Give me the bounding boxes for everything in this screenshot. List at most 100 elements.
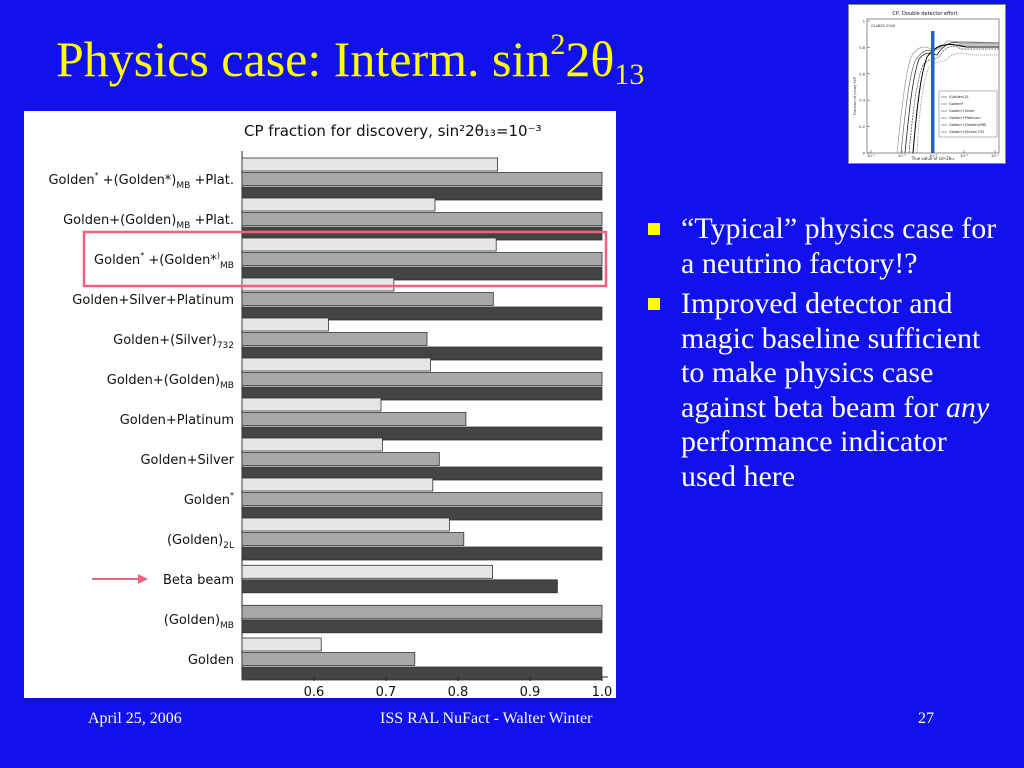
bar-1	[241, 637, 322, 652]
bar-1	[241, 397, 382, 412]
bar-1	[241, 277, 395, 292]
bar-3	[241, 546, 603, 561]
footer-date: April 25, 2006	[88, 710, 182, 727]
category-label: Golden+Platinum	[120, 413, 234, 428]
bar-3	[241, 306, 603, 321]
bullet-item-2: Improved detector and magic baseline suf…	[645, 287, 1005, 494]
inset-curve-golden-mb	[912, 43, 999, 154]
bar-3	[241, 386, 603, 401]
inset-y-tick-label: 0.8	[859, 46, 865, 50]
bar-2	[241, 372, 603, 386]
inset-curve-golden-2l	[896, 40, 1000, 154]
bar-3	[241, 619, 603, 634]
category-label: Golden+Silver+Platinum	[72, 293, 234, 308]
x-tick-label: 1.0	[592, 685, 613, 698]
category-label: Golden+Silver	[140, 453, 234, 468]
bullet-text-2-before: Improved detector and magic baseline suf…	[681, 287, 981, 424]
bullet-text-2-after: performance indicator used here	[681, 425, 947, 493]
inset-legend-label: (Golden)2L	[949, 95, 969, 99]
bar-3	[241, 579, 558, 594]
category-label: Golden	[188, 653, 234, 668]
bar-2	[241, 252, 603, 266]
bar-1	[241, 437, 383, 452]
category-label: Golden* +(Golden*)MB +Plat.	[48, 171, 234, 191]
inset-y-tick-label: 0.2	[859, 125, 865, 129]
inset-curve-golden-platinum	[908, 45, 999, 154]
inset-legend-label: Golden+(Golden)MB	[949, 123, 986, 127]
inset-curves	[896, 40, 1000, 154]
inset-y-tick-label: 1	[863, 20, 865, 24]
bar-2	[241, 292, 494, 306]
bullet-list: “Typical” physics case for a neutrino fa…	[645, 212, 1005, 500]
title-theta: 2θ	[565, 31, 615, 87]
inset-legend-label: Golden+Silver	[949, 109, 975, 113]
bar-2	[241, 652, 416, 666]
bar-3	[241, 666, 603, 681]
bar-2	[241, 412, 467, 426]
bar-1	[241, 317, 329, 332]
bar-1	[241, 564, 494, 579]
slide-title: Physics case: Interm. sin22θ13	[56, 30, 644, 90]
category-label: Golden+(Silver)732	[113, 333, 234, 351]
bullet-square-icon	[648, 223, 660, 235]
bar-2	[241, 172, 603, 186]
category-label: (Golden)MB	[164, 613, 234, 631]
inset-x-tick-label: 10⁻³	[929, 154, 937, 158]
bar-2	[241, 532, 465, 546]
bar-1	[241, 197, 436, 212]
bar-1	[241, 477, 434, 492]
highlight-box	[82, 230, 608, 288]
bar-2	[241, 452, 440, 466]
inset-y-tick-label: 0.4	[859, 99, 865, 103]
category-label: Golden+(Golden)MB	[107, 373, 234, 391]
chart-bars	[241, 157, 603, 681]
bullet-item-1: “Typical” physics case for a neutrino fa…	[645, 212, 1005, 281]
inset-legend-label: Golden*	[949, 102, 964, 106]
inset-y-tick-label: 0.6	[859, 72, 865, 76]
bar-1	[241, 357, 432, 372]
title-subscript: 13	[614, 58, 645, 91]
category-label: (Golden)2L	[167, 533, 234, 551]
bullet-square-icon	[648, 298, 660, 310]
arrow-right-icon	[138, 574, 148, 584]
bar-3	[241, 266, 603, 281]
inset-x-tick-label: 10⁻¹	[991, 154, 999, 158]
footer-presenter: ISS RAL NuFact - Walter Winter	[380, 710, 593, 727]
inset-xlabel: True value of sin²2θ₁₃	[911, 156, 955, 161]
inset-legend-label: Golden+Platinum	[949, 116, 981, 120]
bar-3	[241, 426, 603, 441]
inset-legend-label: Golden+(Silver)732	[949, 130, 985, 134]
inset-legend-box	[938, 90, 998, 138]
category-label: Golden* +(Golden*)MB	[94, 251, 234, 271]
bullet-text-1: “Typical” physics case for a neutrino fa…	[681, 212, 997, 280]
cp-fraction-chart-svg: CP fraction for discovery, sin²2θ₁₃=10⁻³…	[48, 122, 613, 698]
inset-plot-svg: CP, Double detector effort GLoBES 2006 F…	[853, 11, 1000, 161]
title-prefix: Physics case: Interm. sin	[56, 31, 551, 87]
chart-title: CP fraction for discovery, sin²2θ₁₃=10⁻³	[244, 122, 542, 140]
inset-x-tick-label: 10⁻²	[960, 154, 968, 158]
inset-axis-ticks: 1 0.8 0.6 0.4 0.2 010⁻⁵ 10⁻⁴ 10⁻³ 10⁻² 10⁻¹	[859, 20, 999, 159]
chart-x-axis: 0.6 0.7 0.8 0.9 1.0	[304, 677, 613, 698]
bar-1	[241, 237, 497, 252]
inset-curve-golden-silver-732	[916, 52, 999, 154]
x-tick-label: 0.9	[520, 685, 541, 698]
title-superscript: 2	[550, 28, 566, 61]
inset-thumbnail-plot: CP, Double detector effort GLoBES 2006 F…	[848, 4, 1006, 164]
chart-category-labels: Golden* +(Golden*)MB +Plat. Golden+(Golde…	[48, 171, 234, 668]
inset-ylabel: Fraction of (true) δCP	[853, 76, 857, 115]
bullet-text-2-emphasis: any	[945, 390, 990, 424]
inset-curve-golden-silver	[904, 42, 999, 154]
category-label: Golden+(Golden)MB +Plat.	[63, 213, 234, 231]
chart-annotations	[82, 230, 608, 584]
inset-x-tick-label: 10⁻⁵	[867, 154, 875, 158]
bar-2	[241, 212, 603, 226]
x-tick-label: 0.6	[304, 685, 325, 698]
bar-2	[241, 492, 603, 506]
inset-legend: (Golden)2L Golden* Golden+Silver Golden+Pla…	[938, 90, 998, 138]
footer-page-number: 27	[918, 710, 934, 727]
inset-y-tick-label: 0	[863, 152, 866, 156]
inset-small-label: GLoBES 2006	[871, 24, 896, 28]
cp-fraction-chart: CP fraction for discovery, sin²2θ₁₃=10⁻³…	[24, 111, 616, 698]
bar-1	[241, 517, 450, 532]
x-tick-label: 0.8	[448, 685, 469, 698]
